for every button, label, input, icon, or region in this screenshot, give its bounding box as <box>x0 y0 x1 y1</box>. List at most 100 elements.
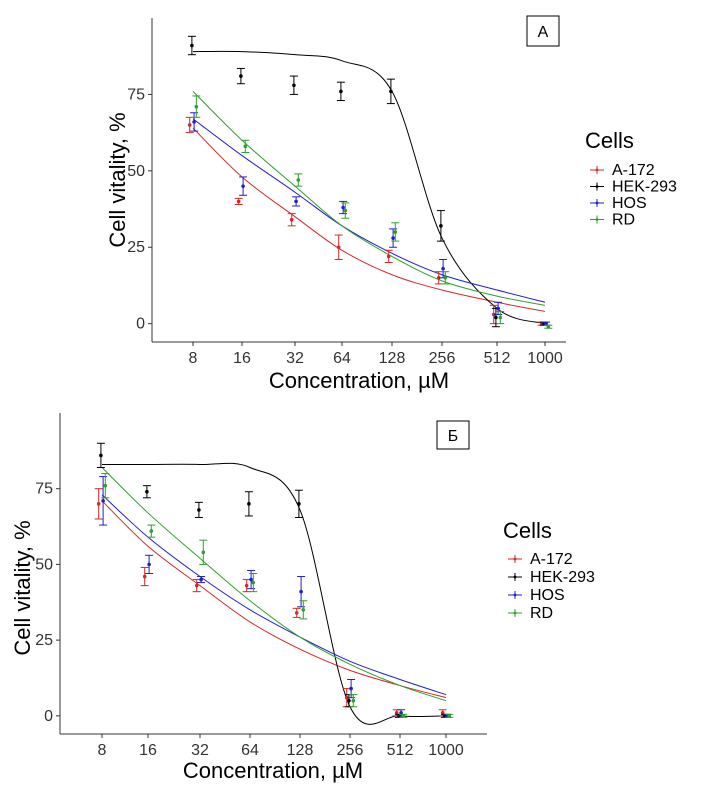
data-point <box>96 502 101 506</box>
x-tick-label: 512 <box>387 742 414 759</box>
chart-panel-b: 0 25 50 75 8 16 32 64 128 256 512 1000 Concentration… <box>0 398 703 785</box>
data-point <box>145 489 149 494</box>
x-tick-label: 256 <box>429 350 456 367</box>
data-point <box>491 312 496 317</box>
panel-label-box <box>436 420 470 450</box>
legend-label-hek-293: HEK-293 <box>612 179 677 196</box>
chart-a-svg: 0 25 50 75 8 16 32 64 128 256 512 1000 Concentration… <box>105 15 677 393</box>
fit-curve-a-172 <box>101 500 447 699</box>
x-tick-label: 1000 <box>527 350 563 367</box>
fit-curve-hek-293 <box>102 462 447 725</box>
data-point <box>436 276 441 280</box>
data-point <box>292 83 296 88</box>
x-tick-label: 32 <box>286 350 304 367</box>
chart-b-svg: 0 25 50 75 8 16 32 64 128 256 512 1000 Concentration… <box>10 413 595 783</box>
data-point <box>103 483 108 488</box>
x-tick-label: 8 <box>98 742 107 759</box>
y-tick-label: 75 <box>35 481 53 498</box>
legend-title: Cells <box>503 518 552 543</box>
data-point <box>439 224 443 228</box>
data-point <box>440 711 445 715</box>
data-point <box>343 208 348 213</box>
data-point <box>301 608 306 612</box>
data-point <box>351 698 356 703</box>
data-point <box>347 698 351 703</box>
x-tick-label: 1000 <box>428 742 464 759</box>
panel-label-box <box>526 15 560 47</box>
x-tick-label: 64 <box>241 742 259 759</box>
data-point <box>249 577 253 582</box>
x-axis-title: Concentration, µM <box>269 368 449 393</box>
data-point <box>289 217 294 222</box>
legend-label-hek-293: HEK-293 <box>530 569 595 586</box>
data-point <box>194 104 199 109</box>
y-tick-label: 0 <box>44 708 53 725</box>
y-axis-title: Cell vitality, % <box>10 520 35 655</box>
data-point <box>339 89 343 94</box>
data-point <box>294 199 298 204</box>
data-point <box>101 499 105 503</box>
y-axis-title: Cell vitality, % <box>105 112 130 247</box>
legend-key-point <box>595 168 599 172</box>
y-tick-label: 50 <box>127 163 145 180</box>
data-point <box>394 711 399 715</box>
data-point <box>544 321 548 326</box>
data-point <box>192 120 196 124</box>
data-point <box>494 315 498 320</box>
legend-key-point <box>595 201 599 205</box>
x-tick-label: 8 <box>189 350 198 367</box>
data-point <box>391 236 395 240</box>
data-point <box>399 711 403 715</box>
data-point <box>241 184 245 188</box>
x-tick-label: 64 <box>333 350 351 367</box>
x-tick-label: 512 <box>484 350 511 367</box>
panel-label: Б <box>448 428 459 445</box>
y-tick-label: 75 <box>127 86 145 103</box>
data-point <box>401 714 406 718</box>
legend-label-a-172: A-172 <box>612 162 655 179</box>
data-point <box>296 178 301 182</box>
data-point <box>236 199 241 204</box>
x-tick-label: 128 <box>287 742 314 759</box>
data-point <box>197 508 201 512</box>
x-tick-label: 32 <box>191 742 209 759</box>
x-tick-label: 128 <box>379 350 406 367</box>
legend-label-rd: RD <box>530 605 553 622</box>
data-point <box>294 611 299 615</box>
data-point <box>297 502 301 506</box>
legend-label-hos: HOS <box>612 195 647 212</box>
data-point <box>441 266 445 271</box>
y-tick-label: 0 <box>136 316 145 333</box>
y-tick-label: 25 <box>127 239 145 256</box>
data-point <box>243 144 248 149</box>
data-point <box>201 550 206 555</box>
data-point <box>194 583 199 588</box>
data-point <box>386 254 391 259</box>
data-point <box>341 205 345 210</box>
data-point <box>443 276 448 280</box>
panel-label: А <box>538 24 549 41</box>
data-point <box>546 324 551 329</box>
data-point <box>349 686 353 691</box>
x-tick-label: 16 <box>233 350 251 367</box>
fit-curve-hos <box>192 118 546 303</box>
fit-curve-rd <box>192 91 546 306</box>
data-point <box>187 123 192 127</box>
x-tick-label: 16 <box>139 742 157 759</box>
data-point <box>190 43 194 48</box>
data-point <box>336 245 341 250</box>
data-point <box>199 577 203 582</box>
data-point <box>344 695 349 700</box>
data-point <box>299 589 303 594</box>
data-point <box>389 89 393 94</box>
chart-panel-a: 0 25 50 75 8 16 32 64 128 256 512 1000 Concentration… <box>105 15 677 393</box>
data-point <box>99 453 103 458</box>
legend-key-point <box>595 185 599 188</box>
legend-key-point <box>513 557 517 561</box>
data-point <box>251 580 256 585</box>
legend-label-rd: RD <box>612 212 635 229</box>
fit-curve-hos <box>101 494 447 696</box>
data-point <box>147 562 151 567</box>
fit-curve-a-172 <box>192 127 546 312</box>
legend-key-point <box>513 593 517 597</box>
